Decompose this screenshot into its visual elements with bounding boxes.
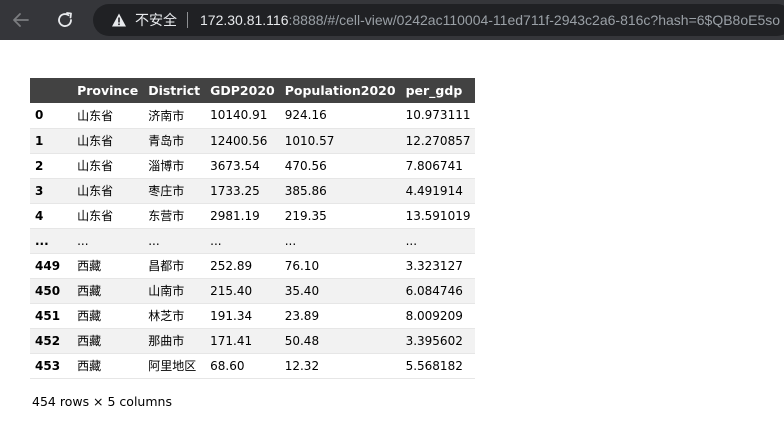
table-cell: 6.084746 xyxy=(400,278,476,304)
table-cell: 470.56 xyxy=(279,153,401,179)
table-row: 449 西藏 昌都市 252.89 76.10 3.323127 xyxy=(30,253,476,279)
column-header: GDP2020 xyxy=(205,78,280,103)
table-row: 451 西藏 林芝市 191.34 23.89 8.009209 xyxy=(30,303,476,329)
table-cell: 青岛市 xyxy=(143,128,206,154)
table-cell: 7.806741 xyxy=(400,153,476,179)
table-cell: 林芝市 xyxy=(143,303,206,329)
table-cell: 191.34 xyxy=(205,303,280,329)
back-button[interactable] xyxy=(10,9,32,31)
table-row: 2 山东省 淄博市 3673.54 470.56 7.806741 xyxy=(30,153,476,179)
table-cell: 4.491914 xyxy=(400,178,476,204)
table-cell: 23.89 xyxy=(279,303,401,329)
index-column-header xyxy=(30,78,73,103)
table-row: 1 山东省 青岛市 12400.56 1010.57 12.270857 xyxy=(30,128,476,154)
table-cell: 西藏 xyxy=(72,253,144,279)
table-cell: 2981.19 xyxy=(205,203,280,229)
table-cell: 西藏 xyxy=(72,328,144,354)
table-row: 0 山东省 济南市 10140.91 924.16 10.973111 xyxy=(30,103,476,129)
table-cell: 3673.54 xyxy=(205,153,280,179)
row-index: ... xyxy=(30,228,73,254)
table-cell: 385.86 xyxy=(279,178,401,204)
address-separator xyxy=(187,12,188,28)
table-row: .................. xyxy=(30,228,476,254)
row-index: 450 xyxy=(30,278,73,304)
table-cell: 10.973111 xyxy=(400,103,476,129)
table-cell: 10140.91 xyxy=(205,103,280,129)
table-cell: 76.10 xyxy=(279,253,401,279)
address-bar[interactable]: 不安全 172.30.81.116 :8888/#/cell-view/0242… xyxy=(93,4,784,36)
reload-button[interactable] xyxy=(54,9,76,31)
table-row: 450 西藏 山南市 215.40 35.40 6.084746 xyxy=(30,278,476,304)
table-cell: 13.591019 xyxy=(400,203,476,229)
row-index: 449 xyxy=(30,253,73,279)
table-cell: ... xyxy=(72,228,144,254)
table-cell: 50.48 xyxy=(279,328,401,354)
browser-toolbar: 不安全 172.30.81.116 :8888/#/cell-view/0242… xyxy=(0,0,784,40)
table-cell: 12.32 xyxy=(279,353,401,379)
row-index: 3 xyxy=(30,178,73,204)
table-cell: 1010.57 xyxy=(279,128,401,154)
url-host: 172.30.81.116 xyxy=(200,12,289,28)
table-cell: 山南市 xyxy=(143,278,206,304)
table-cell: ... xyxy=(143,228,206,254)
table-cell: 东营市 xyxy=(143,203,206,229)
table-row: 453 西藏 阿里地区 68.60 12.32 5.568182 xyxy=(30,353,476,379)
table-cell: 山东省 xyxy=(72,103,144,129)
column-header: per_gdp xyxy=(400,78,476,103)
table-cell: 3.395602 xyxy=(400,328,476,354)
table-cell: 171.41 xyxy=(205,328,280,354)
security-status-label[interactable]: 不安全 xyxy=(135,13,177,29)
row-index: 453 xyxy=(30,353,73,379)
table-cell: 924.16 xyxy=(279,103,401,129)
table-cell: 淄博市 xyxy=(143,153,206,179)
table-cell: 8.009209 xyxy=(400,303,476,329)
column-header: Population2020 xyxy=(279,78,401,103)
table-cell: 山东省 xyxy=(72,178,144,204)
table-row: 4 山东省 东营市 2981.19 219.35 13.591019 xyxy=(30,203,476,229)
column-header: District xyxy=(143,78,206,103)
table-row: 3 山东省 枣庄市 1733.25 385.86 4.491914 xyxy=(30,178,476,204)
row-index: 4 xyxy=(30,203,73,229)
table-cell: 68.60 xyxy=(205,353,280,379)
table-row: 452 西藏 那曲市 171.41 50.48 3.395602 xyxy=(30,328,476,354)
table-cell: 山东省 xyxy=(72,128,144,154)
table-header-row: Province District GDP2020 Population2020 per… xyxy=(30,78,476,103)
table-cell: 那曲市 xyxy=(143,328,206,354)
table-cell: 西藏 xyxy=(72,353,144,379)
warning-icon xyxy=(112,13,126,27)
table-cell: 山东省 xyxy=(72,153,144,179)
reload-icon xyxy=(58,12,72,27)
column-header: Province xyxy=(72,78,144,103)
table-cell: 215.40 xyxy=(205,278,280,304)
table-body: 0 山东省 济南市 10140.91 924.16 10.973111 1 山东省 青岛市 124… xyxy=(30,103,476,379)
table-cell: 1733.25 xyxy=(205,178,280,204)
row-index: 2 xyxy=(30,153,73,179)
table-cell: 枣庄市 xyxy=(143,178,206,204)
table-cell: 阿里地区 xyxy=(143,353,206,379)
dataframe-table: Province District GDP2020 Population2020 per… xyxy=(30,78,476,379)
table-cell: 西藏 xyxy=(72,278,144,304)
row-index: 0 xyxy=(30,103,73,129)
table-cell: 3.323127 xyxy=(400,253,476,279)
cell-output: Province District GDP2020 Population2020 per… xyxy=(30,78,476,379)
table-cell: 5.568182 xyxy=(400,353,476,379)
table-cell: 35.40 xyxy=(279,278,401,304)
table-cell: ... xyxy=(279,228,401,254)
table-cell: ... xyxy=(400,228,476,254)
dataframe-shape-summary: 454 rows × 5 columns xyxy=(32,394,172,409)
table-cell: 12400.56 xyxy=(205,128,280,154)
url-path: :8888/#/cell-view/0242ac110004-11ed711f-… xyxy=(288,12,781,28)
table-cell: ... xyxy=(205,228,280,254)
arrow-left-icon xyxy=(13,13,29,27)
table-cell: 山东省 xyxy=(72,203,144,229)
table-cell: 12.270857 xyxy=(400,128,476,154)
row-index: 1 xyxy=(30,128,73,154)
row-index: 451 xyxy=(30,303,73,329)
table-cell: 219.35 xyxy=(279,203,401,229)
row-index: 452 xyxy=(30,328,73,354)
table-cell: 252.89 xyxy=(205,253,280,279)
table-cell: 西藏 xyxy=(72,303,144,329)
table-cell: 昌都市 xyxy=(143,253,206,279)
table-cell: 济南市 xyxy=(143,103,206,129)
